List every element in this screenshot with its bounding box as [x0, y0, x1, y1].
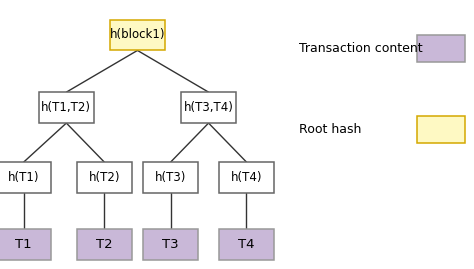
FancyBboxPatch shape: [0, 162, 51, 193]
Text: Transaction content: Transaction content: [299, 42, 422, 55]
Text: h(T1,T2): h(T1,T2): [41, 101, 91, 114]
Text: T2: T2: [96, 238, 113, 251]
FancyBboxPatch shape: [181, 92, 236, 123]
Text: h(T2): h(T2): [89, 171, 120, 184]
FancyBboxPatch shape: [0, 229, 51, 260]
Text: h(T3,T4): h(T3,T4): [183, 101, 234, 114]
Text: T3: T3: [162, 238, 179, 251]
Text: h(T3): h(T3): [155, 171, 186, 184]
FancyBboxPatch shape: [219, 229, 274, 260]
FancyBboxPatch shape: [417, 116, 465, 143]
Text: Root hash: Root hash: [299, 123, 361, 136]
Text: T1: T1: [15, 238, 32, 251]
FancyBboxPatch shape: [77, 229, 132, 260]
Text: h(block1): h(block1): [109, 29, 165, 41]
FancyBboxPatch shape: [39, 92, 94, 123]
FancyBboxPatch shape: [77, 162, 132, 193]
FancyBboxPatch shape: [417, 35, 465, 62]
Text: h(T1): h(T1): [8, 171, 39, 184]
Text: T4: T4: [238, 238, 255, 251]
FancyBboxPatch shape: [110, 20, 164, 51]
Text: h(T4): h(T4): [231, 171, 262, 184]
FancyBboxPatch shape: [219, 162, 274, 193]
FancyBboxPatch shape: [143, 162, 198, 193]
FancyBboxPatch shape: [143, 229, 198, 260]
